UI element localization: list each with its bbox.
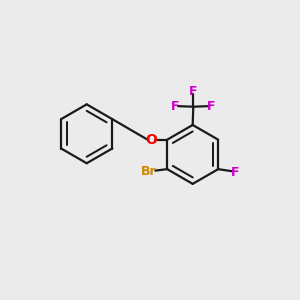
Text: O: O <box>146 133 158 147</box>
Text: Br: Br <box>141 165 157 178</box>
Text: F: F <box>231 166 239 178</box>
Text: F: F <box>189 85 197 98</box>
Text: F: F <box>171 100 180 112</box>
Text: F: F <box>207 100 215 112</box>
